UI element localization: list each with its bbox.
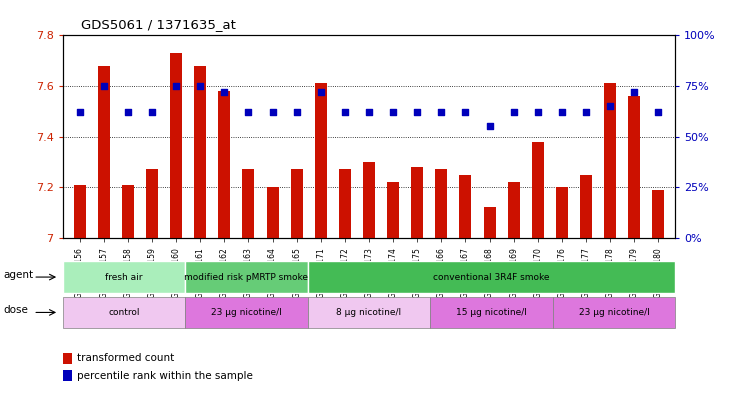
Point <box>315 89 327 95</box>
Point <box>266 109 278 116</box>
Bar <box>604 83 616 238</box>
Text: dose: dose <box>4 305 29 316</box>
Point <box>218 89 230 95</box>
Bar <box>460 174 472 238</box>
Bar <box>483 208 496 238</box>
Bar <box>170 53 182 238</box>
Bar <box>411 167 424 238</box>
Point <box>387 109 399 116</box>
Point <box>291 109 303 116</box>
Text: percentile rank within the sample: percentile rank within the sample <box>77 371 253 381</box>
Point <box>532 109 544 116</box>
Bar <box>339 169 351 238</box>
Bar <box>146 169 158 238</box>
Point <box>556 109 568 116</box>
Bar <box>308 261 675 293</box>
Text: control: control <box>108 308 139 317</box>
Bar <box>628 96 641 238</box>
Bar <box>308 297 430 328</box>
Bar <box>194 66 206 238</box>
Point <box>74 109 86 116</box>
Point <box>146 109 158 116</box>
Point <box>122 109 134 116</box>
Point <box>170 83 182 89</box>
Bar <box>430 297 553 328</box>
Bar <box>435 169 447 238</box>
Point <box>411 109 423 116</box>
Bar <box>556 187 568 238</box>
Point <box>508 109 520 116</box>
Text: agent: agent <box>4 270 34 280</box>
Point <box>652 109 664 116</box>
Text: conventional 3R4F smoke: conventional 3R4F smoke <box>433 273 550 281</box>
Bar <box>532 141 544 238</box>
Bar <box>553 297 675 328</box>
Point <box>98 83 110 89</box>
Bar <box>122 185 134 238</box>
Text: GDS5061 / 1371635_at: GDS5061 / 1371635_at <box>81 18 236 31</box>
Bar <box>363 162 375 238</box>
Bar <box>291 169 303 238</box>
Point <box>243 109 255 116</box>
Bar <box>242 169 255 238</box>
Point <box>435 109 447 116</box>
Text: 23 μg nicotine/l: 23 μg nicotine/l <box>579 308 649 317</box>
Point <box>339 109 351 116</box>
Bar <box>185 297 308 328</box>
Text: fresh air: fresh air <box>106 273 142 281</box>
Text: transformed count: transformed count <box>77 353 175 363</box>
Bar <box>63 297 185 328</box>
Bar <box>314 83 327 238</box>
Bar <box>218 91 230 238</box>
Bar <box>185 261 308 293</box>
Bar <box>63 370 72 381</box>
Bar <box>387 182 399 238</box>
Bar <box>508 182 520 238</box>
Point <box>580 109 592 116</box>
Point <box>460 109 472 116</box>
Point <box>194 83 206 89</box>
Text: modified risk pMRTP smoke: modified risk pMRTP smoke <box>184 273 308 281</box>
Point <box>483 123 495 130</box>
Bar <box>74 185 86 238</box>
Bar <box>63 261 185 293</box>
Bar <box>63 353 72 364</box>
Point <box>628 89 640 95</box>
Bar <box>652 190 664 238</box>
Text: 15 μg nicotine/l: 15 μg nicotine/l <box>456 308 527 317</box>
Bar <box>97 66 110 238</box>
Point <box>363 109 375 116</box>
Text: 8 μg nicotine/l: 8 μg nicotine/l <box>337 308 401 317</box>
Point <box>604 103 616 109</box>
Bar <box>580 174 592 238</box>
Bar <box>266 187 278 238</box>
Text: 23 μg nicotine/l: 23 μg nicotine/l <box>211 308 282 317</box>
